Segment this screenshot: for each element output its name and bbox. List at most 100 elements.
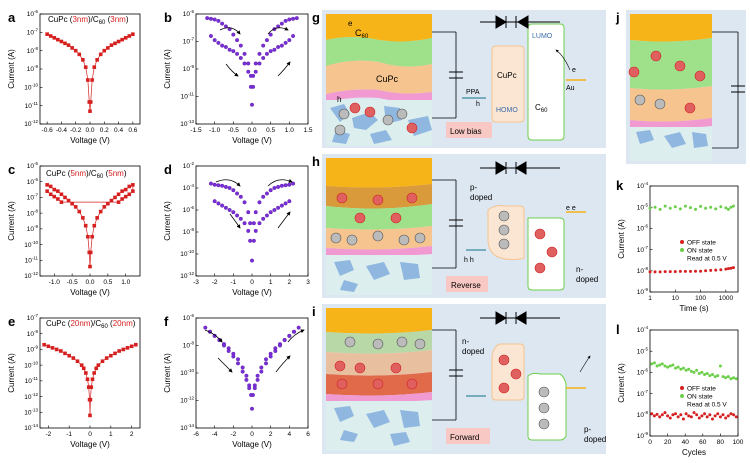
data-point: [247, 386, 252, 391]
y-tick-label: 10-8: [183, 341, 195, 350]
diode-symbol-g: [480, 15, 560, 29]
data-point: [246, 228, 251, 233]
data-point: [79, 363, 84, 367]
data-point: [120, 189, 124, 193]
x-tick-label: -1.5: [190, 127, 202, 134]
data-point: [714, 207, 718, 211]
data-point: [227, 207, 232, 212]
y-tick-label: 10-10: [180, 249, 194, 258]
x-tick-label: 1.5: [303, 127, 312, 134]
svg-text:C60: C60: [355, 28, 369, 40]
data-point: [729, 377, 733, 381]
data-point: [658, 415, 662, 419]
data-point: [131, 32, 135, 36]
y-tick-label: 10-7: [183, 37, 195, 46]
y-tick-label: 10-6: [183, 313, 195, 322]
data-point: [268, 188, 273, 193]
data-point: [88, 413, 92, 418]
x-tick-label: 1: [648, 295, 652, 302]
data-point: [726, 375, 730, 379]
data-point: [95, 216, 99, 220]
data-point: [663, 270, 667, 274]
data-point: [96, 363, 101, 367]
x-tick-label: 0: [88, 431, 92, 438]
legend-marker-off: [680, 386, 684, 390]
data-point: [695, 413, 699, 417]
data-point: [721, 375, 725, 379]
data-point: [227, 185, 232, 190]
data-point: [102, 48, 107, 53]
data-point: [257, 51, 262, 56]
x-tick-label: 0.0: [85, 127, 94, 134]
data-point: [283, 18, 288, 23]
data-point: [231, 49, 236, 54]
data-point: [652, 414, 656, 418]
data-point: [92, 371, 96, 375]
data-point: [131, 189, 135, 193]
data-point: [653, 205, 657, 209]
y-tick-label: 10-7: [637, 245, 649, 254]
data-point: [250, 393, 255, 398]
data-point: [273, 349, 278, 354]
data-point: [253, 69, 258, 74]
svg-text:CuPc: CuPc: [376, 74, 399, 84]
svg-text:doped: doped: [584, 435, 606, 444]
data-point: [235, 191, 240, 196]
data-point: [264, 191, 269, 196]
panel-letter: b: [164, 10, 172, 25]
data-point: [684, 368, 688, 372]
data-point: [678, 269, 682, 273]
svg-text:n-: n-: [462, 337, 469, 346]
data-point: [242, 61, 247, 66]
data-point: [240, 365, 245, 370]
chart-l: 0 20 40 60 80 100 10-9 10-8 10-7 10-6 10-5 10-4 l Cyc…: [616, 322, 744, 457]
data-point: [235, 357, 240, 362]
x-axis-label: Time (s): [679, 304, 708, 313]
data-point: [242, 221, 247, 226]
legend-marker-off: [680, 240, 684, 244]
data-point: [81, 366, 86, 371]
data-point: [98, 52, 103, 57]
data-point: [77, 209, 82, 214]
data-point: [98, 209, 103, 214]
x-tick-label: 0.5: [266, 127, 275, 134]
data-point: [249, 258, 254, 263]
diode-symbol-i: [480, 311, 560, 325]
y-tick-label: 10-9: [27, 64, 39, 73]
data-point: [268, 210, 273, 215]
data-point: [123, 36, 128, 40]
data-point: [287, 38, 292, 43]
plot-frame: [195, 317, 309, 429]
data-point: [689, 369, 693, 373]
y-axis-label: Current (A): [163, 201, 172, 241]
data-point: [244, 373, 249, 378]
y-tick-label: 10-7: [27, 193, 39, 202]
data-point: [248, 238, 253, 243]
x-tick-label: 20: [664, 439, 672, 446]
data-point: [88, 250, 93, 255]
data-point: [729, 266, 733, 270]
x-tick-label: 3: [306, 279, 310, 286]
data-point: [660, 413, 664, 417]
svg-text:g: g: [312, 10, 320, 25]
y-tick-label: 10-12: [180, 271, 194, 280]
data-point: [673, 205, 677, 209]
x-tick-label: 0.5: [103, 279, 112, 286]
data-point: [679, 367, 683, 371]
data-point: [683, 269, 687, 273]
data-point: [83, 65, 88, 69]
data-point: [246, 210, 251, 215]
data-point: [113, 351, 117, 356]
data-point: [104, 356, 109, 360]
data-point: [208, 181, 213, 186]
data-point: [205, 16, 210, 21]
x-tick-label: 40: [682, 439, 690, 446]
data-point: [88, 100, 93, 104]
y-tick-label: 10-10: [180, 368, 194, 377]
data-point: [221, 343, 226, 348]
data-point: [296, 325, 301, 330]
data-point: [734, 377, 738, 381]
data-point: [116, 200, 121, 204]
data-point: [261, 216, 266, 221]
